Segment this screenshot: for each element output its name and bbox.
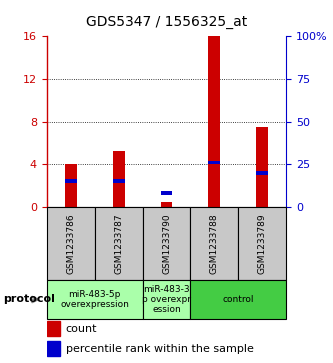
Text: miR-483-5p
overexpression: miR-483-5p overexpression	[60, 290, 129, 309]
Bar	[47, 341, 60, 356]
Text: GSM1233787: GSM1233787	[114, 213, 123, 274]
Text: GSM1233786: GSM1233786	[66, 213, 75, 274]
Bar	[65, 164, 77, 207]
Bar	[256, 171, 268, 175]
Text: GDS5347 / 1556325_at: GDS5347 / 1556325_at	[86, 15, 247, 29]
Bar	[47, 280, 143, 319]
Bar	[190, 280, 286, 319]
Bar	[113, 151, 125, 207]
Bar	[238, 207, 286, 280]
Text: count: count	[66, 324, 97, 334]
Bar	[208, 161, 220, 164]
Text: percentile rank within the sample: percentile rank within the sample	[66, 344, 254, 354]
Bar	[95, 207, 143, 280]
Text: GSM1233788: GSM1233788	[210, 213, 219, 274]
Bar	[256, 127, 268, 207]
Bar	[161, 191, 172, 195]
Text: GSM1233789: GSM1233789	[258, 213, 267, 274]
Text: GSM1233790: GSM1233790	[162, 213, 171, 274]
Bar	[113, 179, 125, 183]
Bar	[47, 207, 95, 280]
Text: miR-483-3
p overexpr
ession: miR-483-3 p overexpr ession	[142, 285, 191, 314]
Bar	[190, 207, 238, 280]
Bar	[143, 280, 190, 319]
Bar	[143, 207, 190, 280]
Bar	[47, 321, 60, 336]
Bar	[161, 201, 172, 207]
Bar	[208, 36, 220, 207]
Text: control: control	[223, 295, 254, 304]
Bar	[65, 179, 77, 183]
Text: protocol: protocol	[3, 294, 55, 305]
